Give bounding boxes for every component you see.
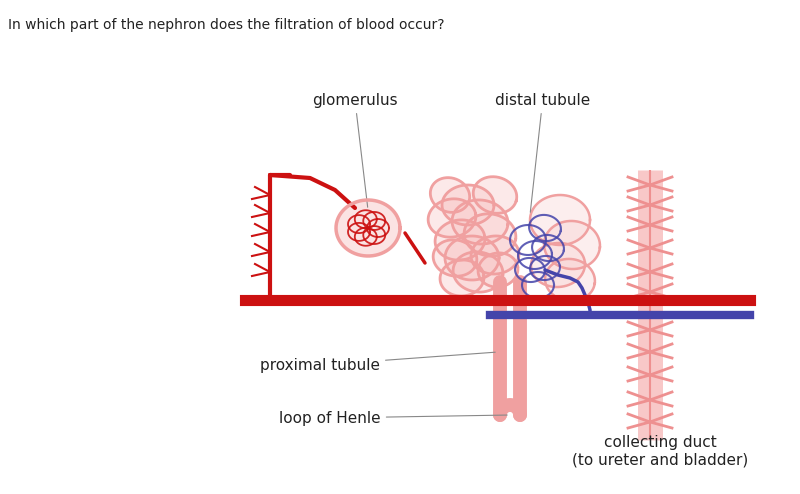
Polygon shape <box>464 214 516 256</box>
Polygon shape <box>474 177 517 213</box>
Polygon shape <box>430 178 470 212</box>
Polygon shape <box>531 243 585 287</box>
Text: distal tubule: distal tubule <box>495 93 590 212</box>
Polygon shape <box>442 185 494 225</box>
Polygon shape <box>452 200 508 244</box>
Text: proximal tubule: proximal tubule <box>260 352 495 372</box>
Polygon shape <box>453 252 503 292</box>
Polygon shape <box>433 240 477 276</box>
Polygon shape <box>545 259 595 301</box>
Text: collecting duct
(to ureter and bladder): collecting duct (to ureter and bladder) <box>572 435 748 467</box>
Text: loop of Henle: loop of Henle <box>279 411 507 425</box>
Polygon shape <box>440 260 484 296</box>
Polygon shape <box>435 220 485 260</box>
Polygon shape <box>478 253 518 287</box>
Polygon shape <box>471 236 519 274</box>
Polygon shape <box>428 199 476 237</box>
Polygon shape <box>544 221 600 269</box>
Polygon shape <box>445 236 499 280</box>
Text: In which part of the nephron does the filtration of blood occur?: In which part of the nephron does the fi… <box>8 18 445 32</box>
Polygon shape <box>336 200 400 256</box>
Polygon shape <box>530 195 590 245</box>
Text: glomerulus: glomerulus <box>312 93 398 207</box>
